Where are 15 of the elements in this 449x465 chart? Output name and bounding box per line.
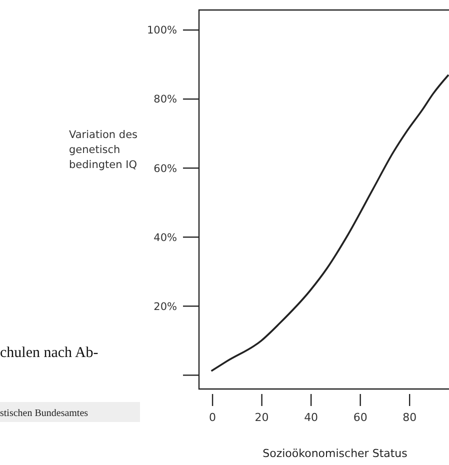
y-tick-label: 100% [146,24,178,37]
y-axis-title: Variation des genetisch bedingten IQ [69,129,138,171]
x-tick-label: 40 [304,411,318,424]
x-tick-label: 20 [254,411,269,424]
x-tick-label: 80 [402,411,417,424]
y-tick-label: 60% [154,162,178,175]
y-tick-label: 20% [154,300,178,313]
y-tick-label: 40% [154,232,178,244]
text: stischen Bundesamtes [0,408,88,419]
x-tick-label: 60 [353,411,368,424]
y-tick-label: 80% [154,94,178,106]
line-series [210,74,449,372]
text: chulen nach Ab- [0,345,98,361]
x-axis-title: Sozioökonomischer Status [262,447,408,460]
x-tick-label: 0 [209,411,216,424]
